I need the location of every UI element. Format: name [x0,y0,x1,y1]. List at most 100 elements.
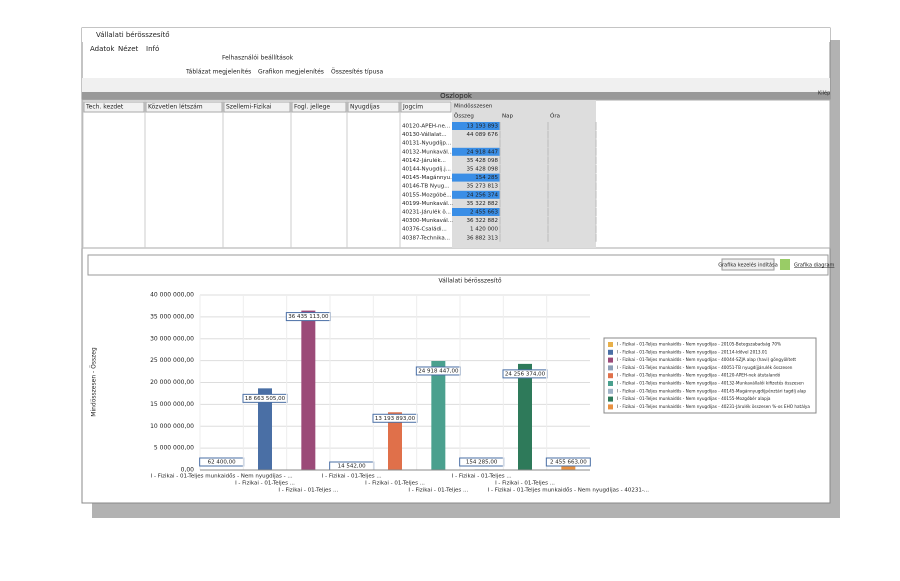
chart-title: Vállalati bérösszesítő [438,278,501,285]
legend-label: I - Fizikai - 01-Teljes munkaidős - Nem … [617,365,793,370]
cell-value: 35 428 098 [467,158,499,164]
row-label: 40132-Munkavál... [402,148,453,155]
legend-label: I - Fizikai - 01-Teljes munkaidős - Nem … [617,349,768,354]
x-tick-label: I - Fizikai - 01-Teljes ... [452,474,512,480]
cell-value: 36 882 313 [467,235,499,241]
legend-swatch [608,397,613,402]
y-tick-label: 0,00 [181,467,195,474]
value-label: 24 918 447,00 [418,368,459,374]
chart-button-label[interactable]: Grafika kezelés indítása [718,262,778,269]
legend-swatch [608,342,613,347]
legend-label: I - Fizikai - 01-Teljes munkaidős - Nem … [617,388,806,393]
data-header: Mindösszesen [454,104,493,110]
value-label: 2 455 663,00 [550,460,587,466]
x-tick-label: I - Fizikai - 01-Teljes munkaidős - Nem … [151,473,293,480]
row-label: 40231-Járulék ö... [402,209,451,216]
toolbar-item[interactable]: Táblázat megjelenítés [185,69,251,76]
value-label: 13 193 893,00 [375,416,416,422]
legend-swatch [608,358,613,363]
value-label: 14 542,00 [338,464,366,470]
y-tick-label: 40 000 000,00 [150,292,194,299]
field-label[interactable]: Szellemi-Fizikai [226,104,272,111]
pivot-title: Oszlopok [440,92,473,100]
y-tick-label: 15 000 000,00 [150,401,194,408]
value-label: 24 256 374,00 [505,371,546,377]
legend-label: I - Fizikai - 01-Teljes munkaidős - Nem … [617,404,810,409]
x-tick-label: I - Fizikai - 01-Teljes ... [365,481,425,487]
legend-swatch [608,404,613,409]
cell-value: 35 273 813 [467,184,499,190]
field-label[interactable]: Tech. kezdet [85,104,124,111]
bar [518,364,532,470]
row-label: 40146-TB Nyug... [402,184,450,190]
column-header: Összeg [454,113,474,120]
toolbar-item[interactable]: Összesítés típusa [331,69,383,76]
value-label: 18 663 505,00 [245,396,286,402]
menu-item[interactable]: Nézet [118,45,139,53]
chart-link[interactable]: Grafika diagram [794,263,835,269]
cell-value: 24 918 447 [467,149,499,155]
row-label: 40300-Munkavál... [402,217,453,224]
column-header: Óra [550,113,560,120]
menu-item[interactable]: Infó [146,45,159,53]
legend-swatch [608,389,613,394]
x-tick-label: I - Fizikai - 01-Teljes ... [278,488,338,494]
ribbon [82,78,830,92]
toolbar-item[interactable]: Felhasználói beállítások [222,55,294,62]
row-label: 40131-Nyugdíjp... [402,140,451,147]
x-tick-label: I - Fizikai - 01-Teljes ... [235,481,295,487]
cell-value: 35 322 882 [467,201,499,207]
legend-swatch [608,373,613,378]
field-label[interactable]: Fogl. jellege [294,104,330,111]
cell-value: 35 428 098 [467,167,499,173]
field-label[interactable]: Nyugdíjas [350,104,380,111]
cell-value: 44 089 676 [467,132,499,138]
legend-label: I - Fizikai - 01-Teljes munkaidős - Nem … [617,373,781,378]
value-label: 154 285,00 [466,460,498,466]
chart-toolbar [88,255,828,275]
cell-value: 154 285 [475,175,498,181]
y-tick-label: 35 000 000,00 [150,313,194,320]
bar [431,361,445,470]
row-label: 40142-Járulék... [402,157,446,164]
cell-value: 2 455 663 [470,210,498,216]
legend-swatch [608,381,613,386]
y-tick-label: 5 000 000,00 [154,445,194,452]
menu-item[interactable]: Adatok [90,45,115,53]
legend-swatch [608,365,613,370]
y-tick-label: 30 000 000,00 [150,335,194,342]
chart-icon [780,259,790,270]
window-title: Vállalati bérösszesítő [96,30,170,39]
field-label[interactable]: Közvetlen létszám [148,104,203,111]
field-label[interactable]: Jogcím [402,104,423,111]
toolbar-item[interactable]: Grafikon megjelenítés [258,69,324,76]
x-tick-label: I - Fizikai - 01-Teljes ... [322,474,382,480]
value-label: 36 435 113,00 [288,314,329,320]
cell-value: 36 322 882 [467,218,499,224]
x-tick-label: I - Fizikai - 01-Teljes munkaidős - Nem … [488,487,650,494]
row-label: 40130-Vállalat... [402,131,447,138]
row-label: 40155-Mozgóbé... [402,191,452,198]
y-tick-label: 25 000 000,00 [150,357,194,364]
legend-label: I - Fizikai - 01-Teljes munkaidős - Nem … [617,357,796,362]
row-label: 40199-Munkavál... [402,200,453,207]
row-label: 40387-Technika... [402,235,450,241]
legend-label: I - Fizikai - 01-Teljes munkaidős - Nem … [617,342,781,347]
exit-button[interactable]: Kilép [818,90,830,97]
x-tick-label: I - Fizikai - 01-Teljes ... [408,488,468,494]
row-label: 40144-Nyugdíj.j... [402,166,451,173]
cell-value: 24 256 374 [467,192,499,198]
x-tick-label: I - Fizikai - 01-Teljes ... [495,481,555,487]
legend-label: I - Fizikai - 01-Teljes munkaidős - Nem … [617,396,771,401]
cell-value: 1 420 000 [470,227,498,233]
row-label: 40376-Családi... [402,226,447,233]
legend-swatch [608,350,613,355]
value-label: 62 400,00 [208,460,236,466]
row-label: 40145-Magánnyu... [402,174,456,181]
y-tick-label: 20 000 000,00 [150,379,194,386]
title-bar [82,28,830,42]
legend-label: I - Fizikai - 01-Teljes munkaidős - Nem … [617,381,804,386]
y-tick-label: 10 000 000,00 [150,423,194,430]
